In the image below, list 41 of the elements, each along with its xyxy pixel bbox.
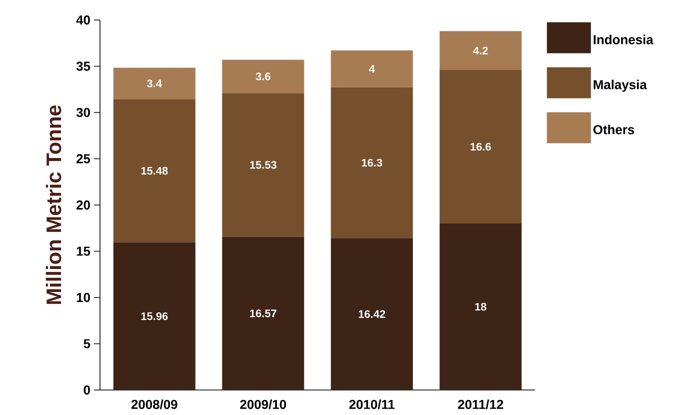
data-label: 16.3 bbox=[362, 158, 382, 167]
bar bbox=[330, 238, 413, 390]
data-label: 15.53 bbox=[250, 161, 276, 169]
x-tick-label: 2008/09 bbox=[131, 400, 178, 410]
y-tick-label: 35 bbox=[76, 62, 90, 71]
legend-label: Indonesia bbox=[594, 34, 654, 44]
data-label: 4.2 bbox=[473, 46, 488, 54]
bar bbox=[113, 242, 196, 390]
bar bbox=[440, 31, 522, 70]
y-tick-label: 0 bbox=[84, 385, 90, 395]
x-tick-label: 2009/10 bbox=[240, 400, 286, 410]
x-tick-label: 2011/12 bbox=[458, 400, 504, 410]
data-label: 15.48 bbox=[141, 166, 168, 175]
y-tick-label: 40 bbox=[76, 15, 90, 25]
bar bbox=[330, 50, 413, 88]
data-label: 16.42 bbox=[358, 310, 386, 318]
bar bbox=[113, 99, 196, 242]
bar bbox=[440, 70, 522, 224]
data-label: 15.96 bbox=[141, 312, 168, 320]
y-tick-label: 30 bbox=[76, 108, 90, 118]
data-label: 16.6 bbox=[470, 142, 491, 151]
legend-label: Malaysia bbox=[594, 80, 647, 92]
bar bbox=[440, 224, 522, 390]
y-tick-label: 5 bbox=[84, 339, 90, 348]
data-label: 3.6 bbox=[256, 72, 270, 80]
bar bbox=[330, 87, 413, 238]
y-tick-label: 20 bbox=[76, 200, 90, 210]
y-tick-label: 15 bbox=[76, 246, 90, 256]
bar bbox=[222, 60, 304, 94]
y-tick-label: 25 bbox=[76, 154, 90, 164]
x-tick-label: 2010/11 bbox=[349, 400, 395, 410]
bar bbox=[222, 93, 304, 237]
data-label: 18 bbox=[475, 302, 486, 311]
bar bbox=[222, 236, 304, 390]
legend-label: Others bbox=[593, 124, 634, 134]
data-label: 3.4 bbox=[147, 80, 162, 88]
bar bbox=[113, 68, 196, 100]
y-axis-title: Million Metric Tonne bbox=[46, 105, 62, 304]
y-tick-label: 10 bbox=[76, 292, 90, 302]
data-label: 4 bbox=[369, 65, 375, 73]
data-label: 16.57 bbox=[250, 309, 276, 318]
